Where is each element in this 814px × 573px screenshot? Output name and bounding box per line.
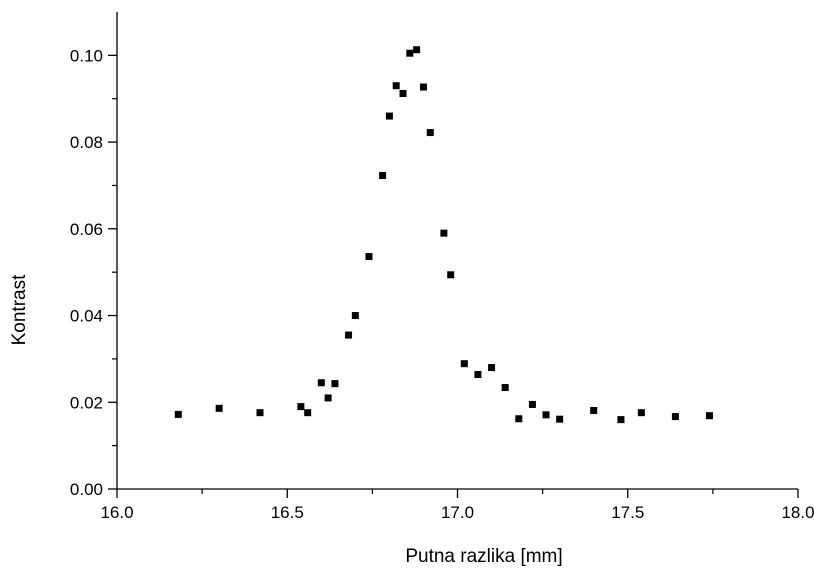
data-point <box>399 90 407 98</box>
data-point <box>488 364 496 372</box>
data-point <box>297 403 305 411</box>
data-point <box>385 112 393 120</box>
data-point <box>174 410 182 418</box>
data-point <box>379 171 387 179</box>
x-tick-label: 16.0 <box>100 503 133 522</box>
y-tick-label: 0.04 <box>70 307 103 326</box>
axes <box>116 12 798 490</box>
data-point <box>474 371 482 379</box>
x-tick-label: 17.0 <box>441 503 474 522</box>
data-point <box>365 253 373 261</box>
x-tick-label: 18.0 <box>781 503 814 522</box>
data-point <box>324 394 332 402</box>
data-point <box>345 331 353 339</box>
y-tick-label: 0.10 <box>70 46 103 65</box>
y-tick-label: 0.06 <box>70 220 103 239</box>
data-point <box>447 271 455 279</box>
data-point <box>440 229 448 237</box>
data-point <box>426 129 434 137</box>
data-points <box>174 46 713 424</box>
data-point <box>556 415 564 423</box>
data-point <box>419 83 427 91</box>
data-point <box>406 49 414 57</box>
data-point <box>515 415 523 423</box>
x-tick-label: 16.5 <box>271 503 304 522</box>
y-tick-label: 0.08 <box>70 133 103 152</box>
data-point <box>256 409 264 417</box>
data-point <box>317 379 325 387</box>
data-point <box>542 411 550 419</box>
data-point <box>617 416 625 424</box>
data-point <box>331 380 339 388</box>
data-point <box>590 407 598 415</box>
x-axis-ticks: 16.0 16.5 17.0 17.5 18.0 <box>100 489 814 522</box>
data-point <box>528 400 536 408</box>
y-tick-label: 0.00 <box>70 480 103 499</box>
x-tick-label: 17.5 <box>611 503 644 522</box>
y-axis-label: Kontrast <box>9 274 30 345</box>
data-point <box>392 82 400 90</box>
y-axis-ticks: 0.00 0.02 0.04 0.06 0.08 0.10 <box>70 46 117 499</box>
data-point <box>501 384 509 392</box>
data-point <box>351 312 359 320</box>
data-point <box>637 409 645 417</box>
data-point <box>215 404 223 412</box>
data-point <box>671 413 679 421</box>
data-point <box>304 409 312 417</box>
data-point <box>705 412 713 420</box>
y-tick-label: 0.02 <box>70 393 103 412</box>
data-point <box>413 46 421 54</box>
x-axis-label: Putna razlika [mm] <box>405 546 562 567</box>
data-point <box>460 360 468 368</box>
